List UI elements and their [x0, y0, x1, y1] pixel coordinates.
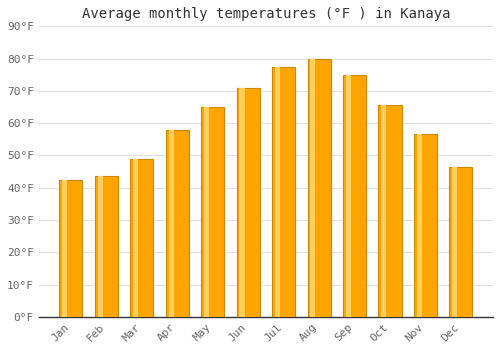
Bar	[240, 88, 244, 317]
Bar	[236, 88, 260, 317]
Bar	[450, 167, 472, 317]
Bar	[310, 58, 316, 317]
Bar	[95, 176, 118, 317]
Bar	[60, 180, 82, 317]
Bar	[166, 130, 189, 317]
Bar	[381, 105, 386, 317]
Bar	[275, 66, 280, 317]
Bar	[416, 134, 422, 317]
Bar	[378, 105, 402, 317]
Bar	[272, 66, 295, 317]
Bar	[168, 130, 173, 317]
Title: Average monthly temperatures (°F ) in Kanaya: Average monthly temperatures (°F ) in Ka…	[82, 7, 450, 21]
Bar	[204, 107, 209, 317]
Bar	[343, 75, 366, 317]
Bar	[201, 107, 224, 317]
Bar	[346, 75, 351, 317]
Bar	[62, 180, 68, 317]
Bar	[308, 58, 330, 317]
Bar	[414, 134, 437, 317]
Bar	[452, 167, 457, 317]
Bar	[133, 159, 138, 317]
Bar	[98, 176, 102, 317]
Bar	[130, 159, 154, 317]
